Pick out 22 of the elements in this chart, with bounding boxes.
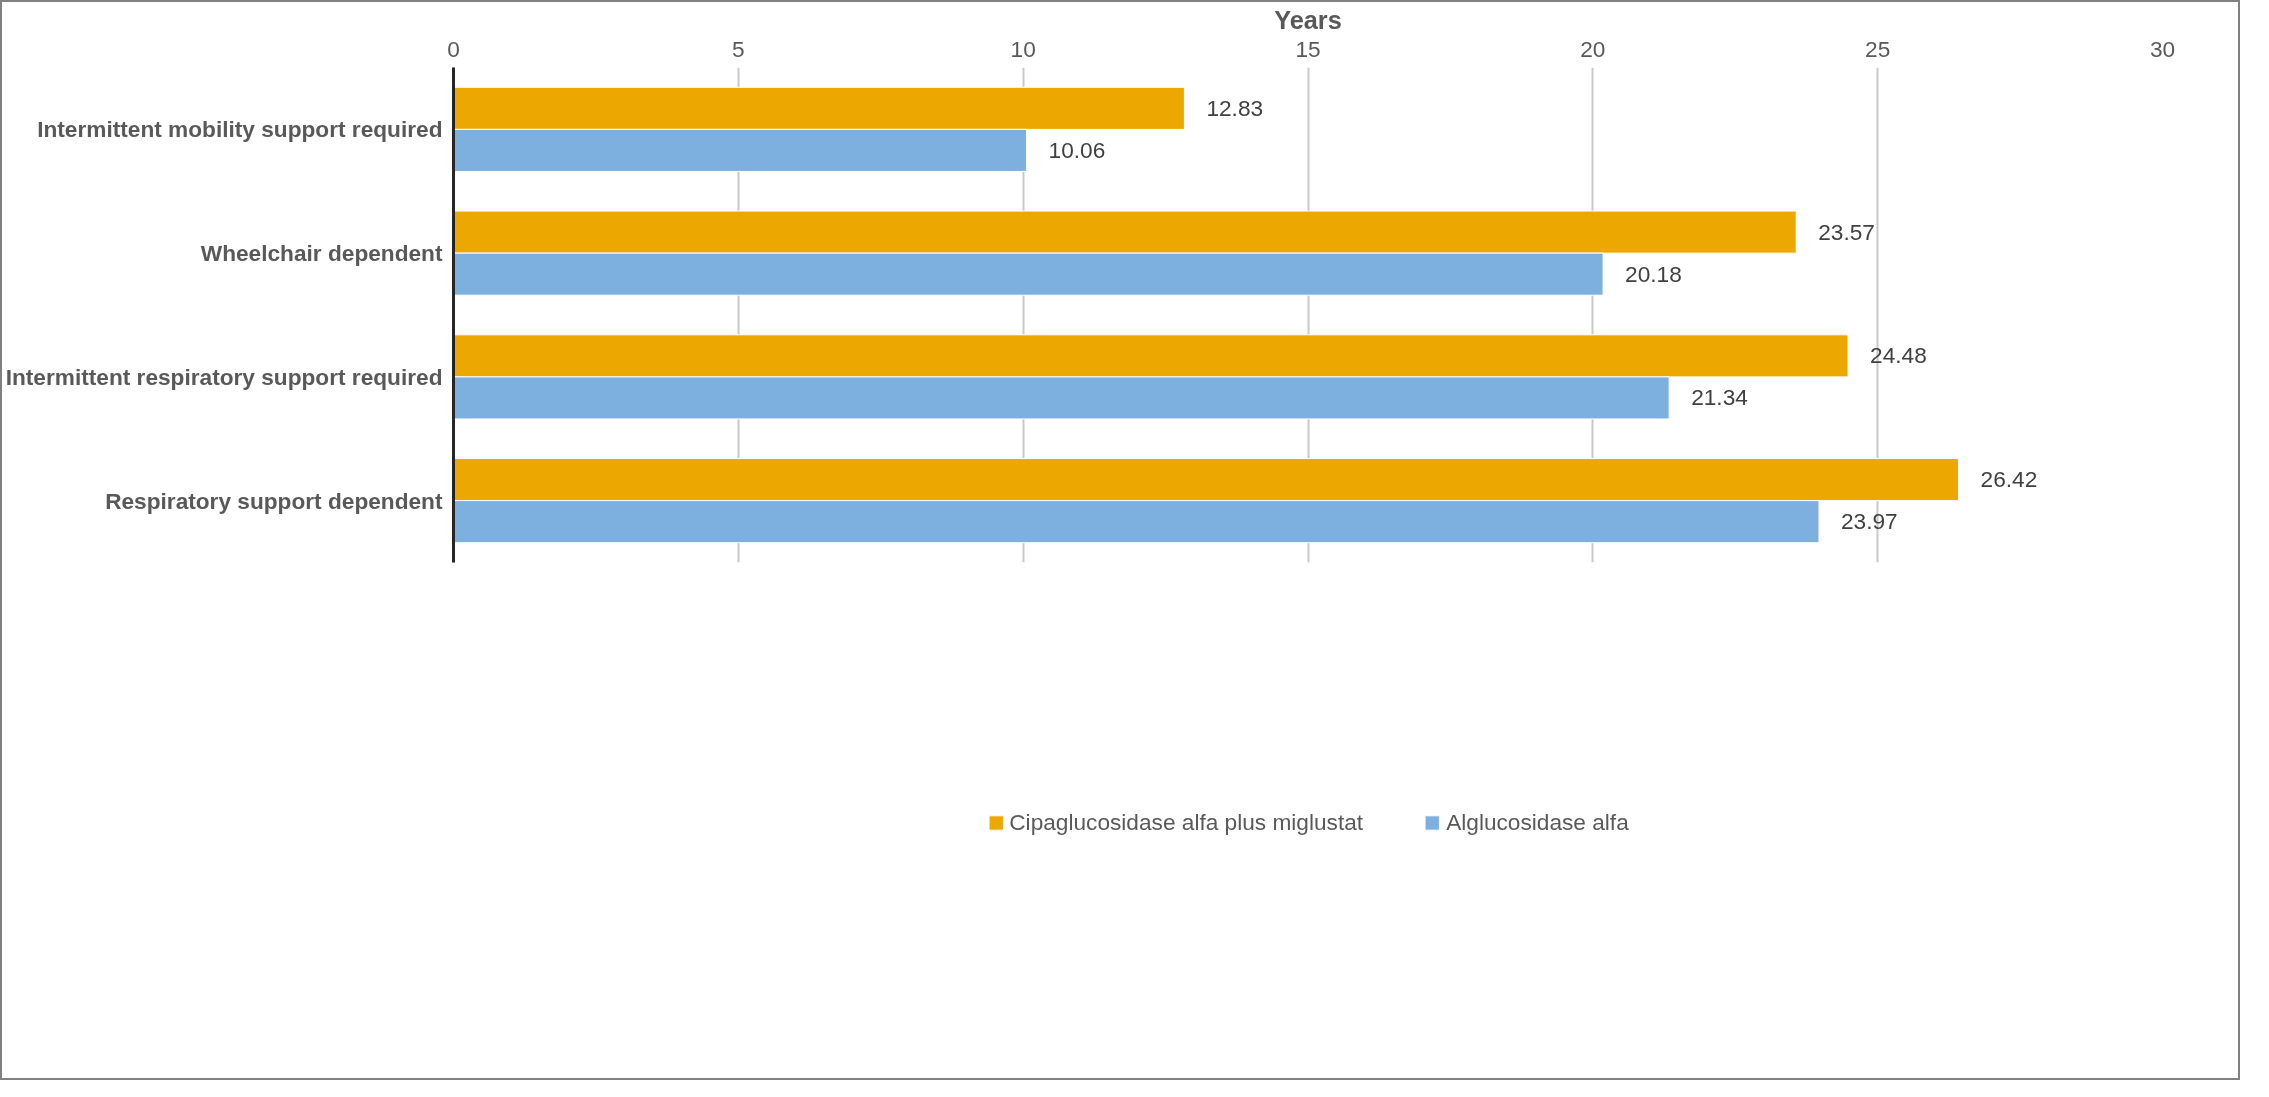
data-label: 12.83: [1206, 94, 1264, 121]
data-label: 23.57: [1818, 218, 1875, 245]
y-tick-label: Wheelchair dependent: [200, 240, 443, 267]
x-tick-label: 15: [1295, 35, 1321, 62]
x-tick-label: 25: [1865, 35, 1891, 62]
y-tick-label: Respiratory support dependent: [105, 487, 443, 514]
x-tick-label: 5: [732, 35, 745, 62]
x-tick-label: 10: [1010, 35, 1036, 62]
legend-label: Alglucosidase alfa: [1446, 808, 1629, 836]
x-tick-label: 30: [2149, 35, 2176, 62]
data-label: 23.97: [1840, 508, 1898, 535]
data-label: 21.34: [1691, 384, 1748, 411]
data-label: 26.42: [1980, 466, 2038, 493]
data-label: 20.18: [1625, 260, 1682, 287]
x-axis-title: Years: [1274, 5, 1342, 34]
data-label: 10.06: [1048, 136, 1106, 163]
y-tick-label: Intermittent respiratory support required: [5, 363, 443, 390]
legend-label: Cipaglucosidase alfa plus miglustat: [1009, 808, 1364, 836]
x-tick-label: 0: [447, 35, 460, 62]
y-tick-label: Intermittent mobility support required: [37, 116, 443, 143]
x-tick-label: 20: [1580, 35, 1606, 62]
data-label: 24.48: [1870, 342, 1927, 369]
